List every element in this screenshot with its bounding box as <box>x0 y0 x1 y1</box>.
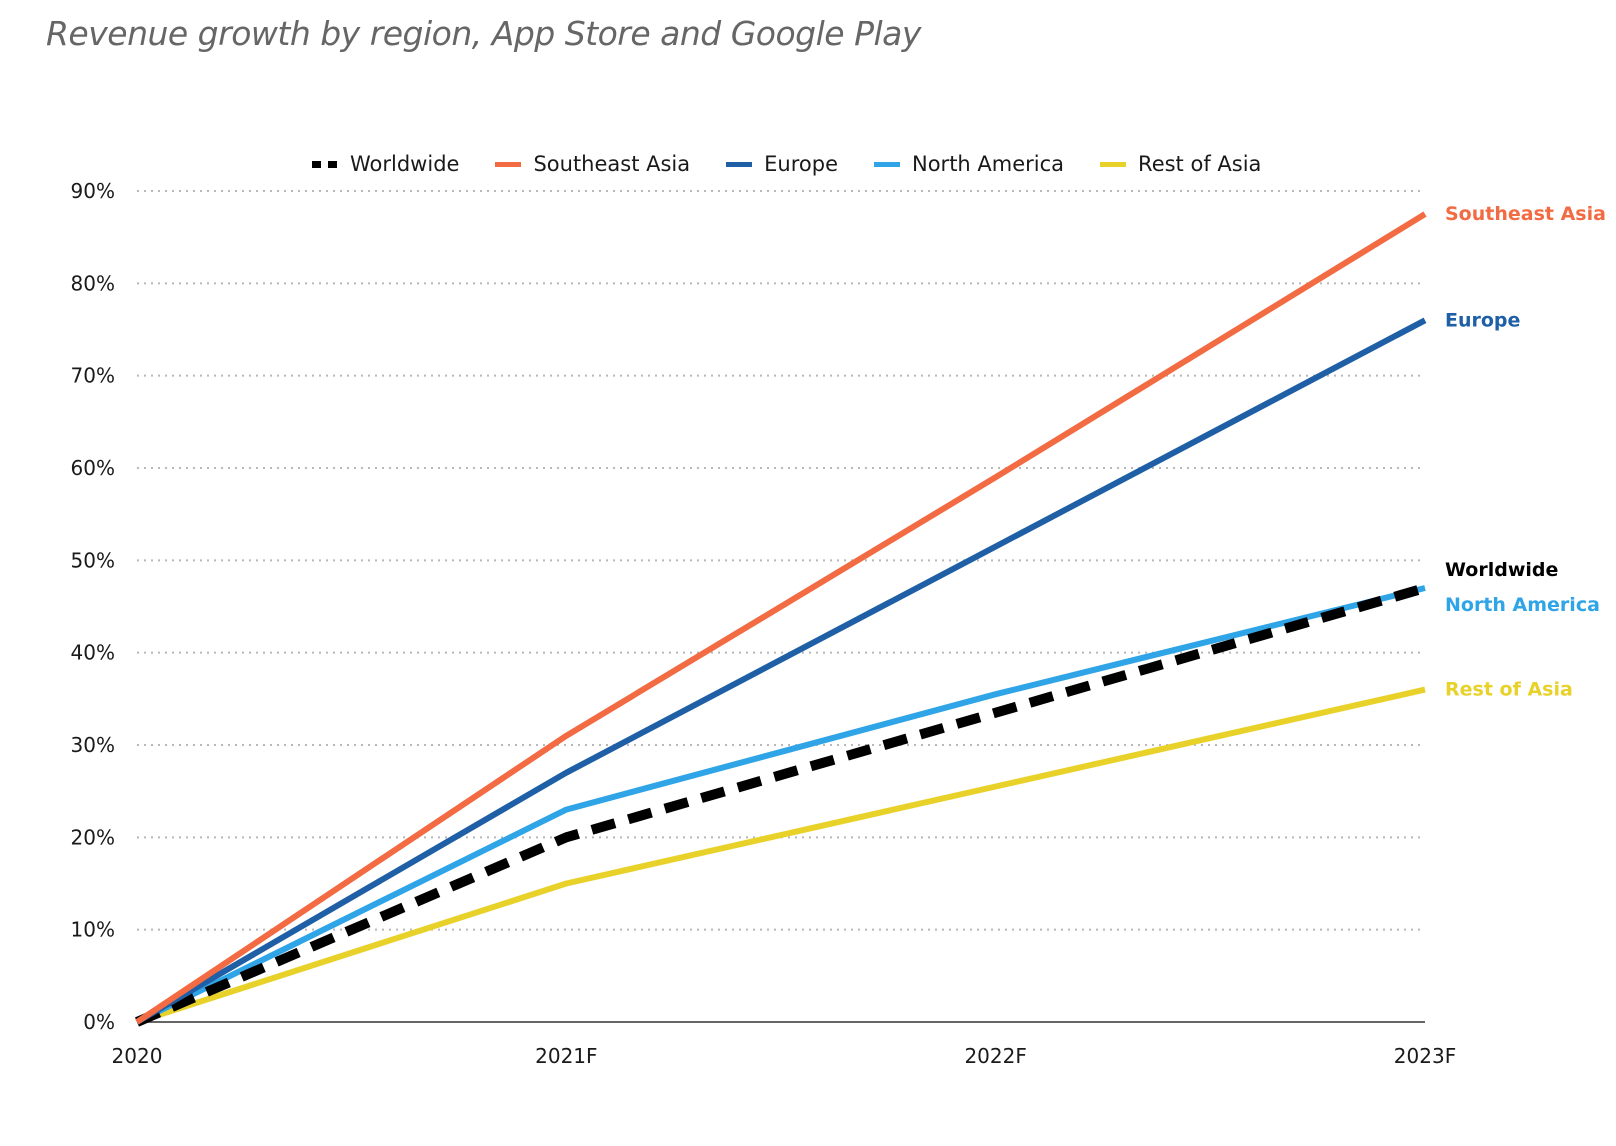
x-tick-label: 2021F <box>535 1044 597 1068</box>
legend-label-north-america: North America <box>912 152 1065 176</box>
y-tick-label: 60% <box>71 456 115 480</box>
x-axis-ticks: 2020 2021F 2022F 2023F <box>112 1044 1457 1068</box>
end-label-worldwide: Worldwide <box>1445 559 1558 581</box>
legend-label-rest-of-asia: Rest of Asia <box>1138 152 1262 176</box>
legend-item-southeast-asia: Southeast Asia <box>495 152 690 176</box>
legend-label-europe: Europe <box>764 152 838 176</box>
y-tick-label: 0% <box>83 1010 115 1034</box>
series-lines <box>135 211 1427 1027</box>
legend-item-rest-of-asia: Rest of Asia <box>1100 152 1261 176</box>
y-tick-label: 90% <box>71 179 115 203</box>
y-tick-label: 20% <box>71 825 115 849</box>
series-line-rest-of-asia <box>136 686 1426 1025</box>
series-line-southeast-asia <box>135 211 1427 1025</box>
x-tick-label: 2020 <box>112 1044 163 1068</box>
y-tick-label: 40% <box>71 641 115 665</box>
legend-swatch-rest-of-asia <box>1100 161 1127 167</box>
y-tick-label: 70% <box>71 364 115 388</box>
legend-swatch-worldwide <box>312 160 338 168</box>
x-tick-label: 2022F <box>964 1044 1026 1068</box>
y-tick-label: 10% <box>71 918 115 942</box>
end-label-north-america: North America <box>1445 594 1600 616</box>
legend-item-north-america: North America <box>874 152 1064 176</box>
series-line-europe <box>135 317 1427 1025</box>
y-tick-label: 50% <box>71 548 115 572</box>
legend-swatch-europe <box>726 161 753 167</box>
y-tick-label: 80% <box>71 271 115 295</box>
end-label-europe: Europe <box>1445 309 1520 331</box>
legend-swatch-north-america <box>874 161 900 167</box>
legend-label-southeast-asia: Southeast Asia <box>533 152 691 176</box>
chart-legend: Worldwide Southeast Asia Europe North Am… <box>312 150 1297 178</box>
legend-item-worldwide: Worldwide <box>312 152 459 176</box>
end-label-rest-of-asia: Rest of Asia <box>1445 679 1573 701</box>
gridlines <box>137 190 1425 931</box>
legend-swatch-southeast-asia <box>495 161 522 167</box>
chart-title: Revenue growth by region, App Store and … <box>46 14 921 53</box>
y-axis-ticks: 0% 10% 20% 30% 40% 50% 60% 70% 80% 90% <box>71 179 115 1034</box>
x-tick-label: 2023F <box>1394 1044 1456 1068</box>
series-end-labels: Worldwide Southeast Asia Europe North Ameri… <box>1445 203 1606 701</box>
series-line-north-america <box>135 585 1426 1025</box>
y-tick-label: 30% <box>71 733 115 757</box>
end-label-southeast-asia: Southeast Asia <box>1445 203 1606 225</box>
series-line-worldwide <box>135 583 1427 1027</box>
legend-item-europe: Europe <box>726 152 838 176</box>
legend-label-worldwide: Worldwide <box>350 152 460 176</box>
